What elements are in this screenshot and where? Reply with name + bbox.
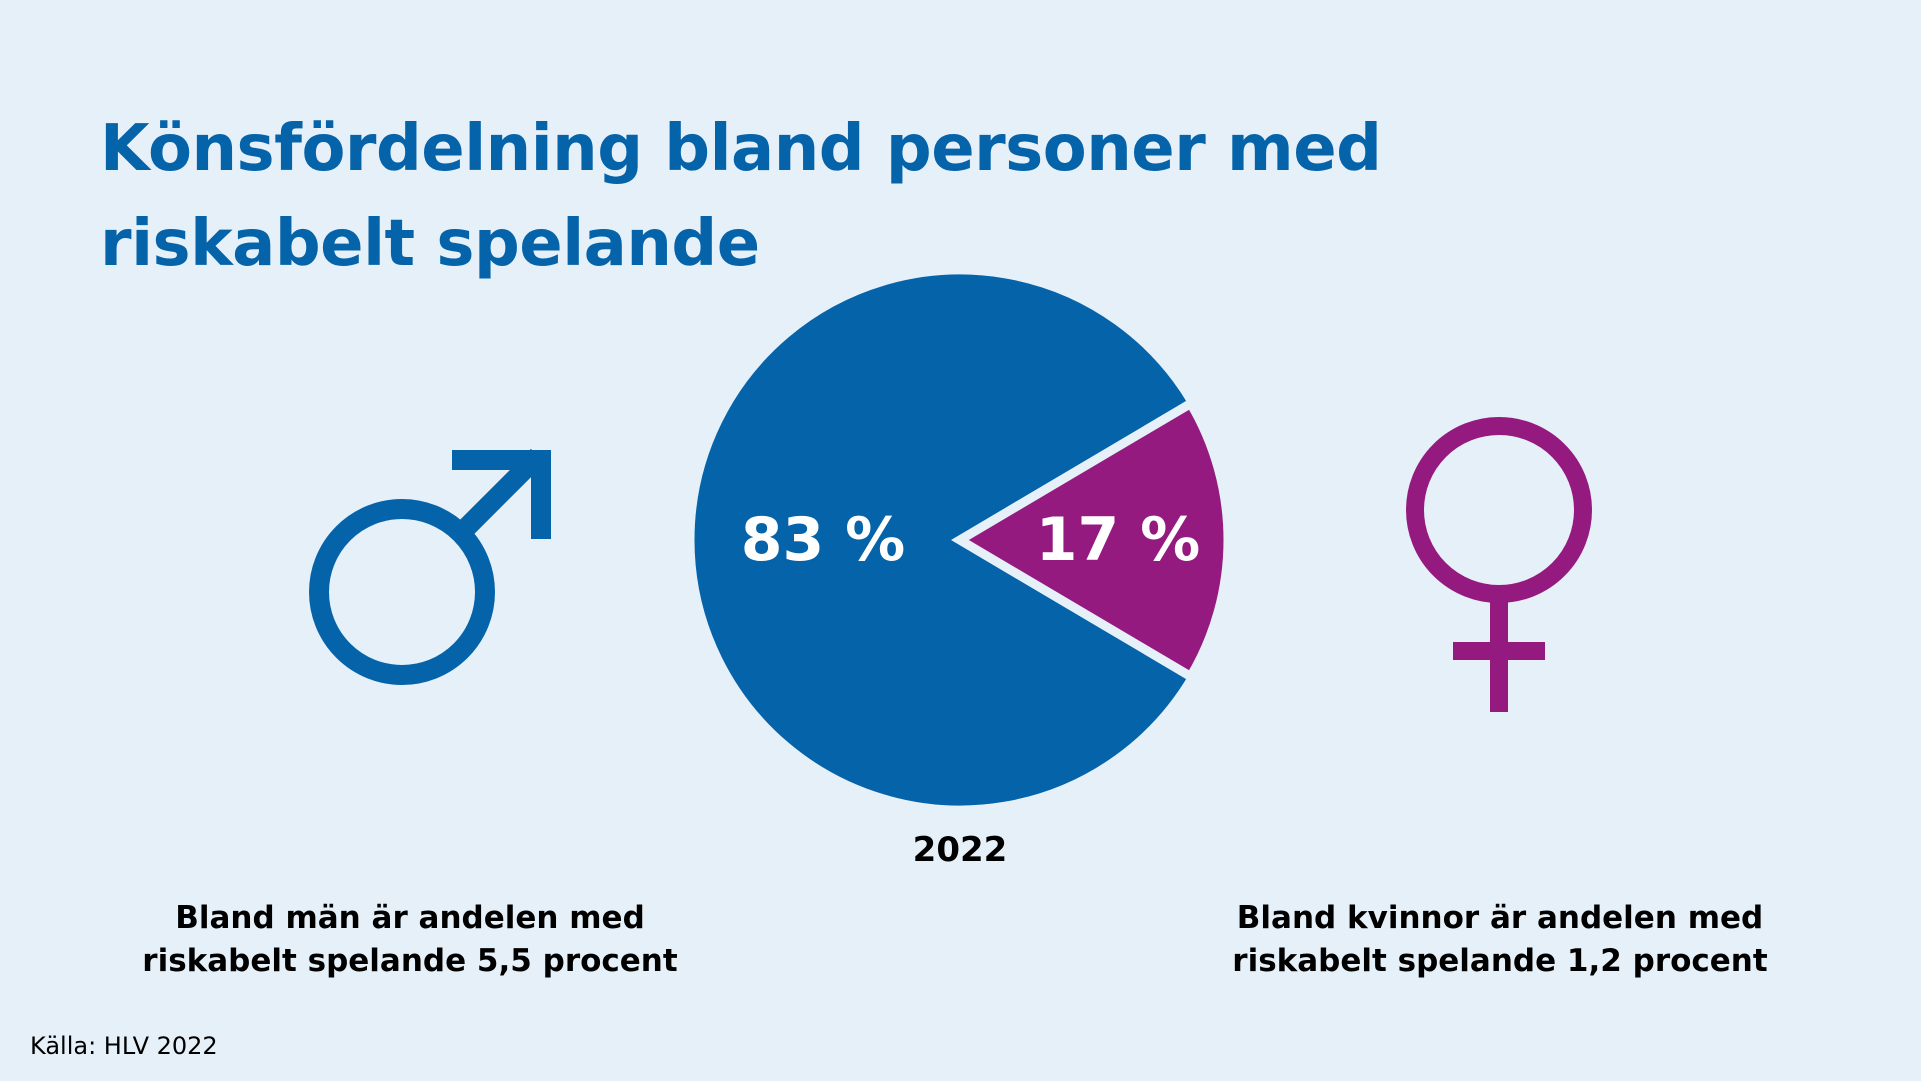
pie-slice-women <box>951 397 1233 683</box>
source-note: Källa: HLV 2022 <box>30 1032 218 1060</box>
pie-slices <box>685 265 1233 815</box>
slice-label-women: 17 % <box>1036 505 1201 575</box>
men-caption: Bland män är andelen med riskabelt spela… <box>142 900 678 979</box>
male-symbol-icon <box>309 448 551 685</box>
chart-title: Könsfördelning bland personer med riskab… <box>100 112 1382 281</box>
women-caption: Bland kvinnor är andelen med riskabelt s… <box>1232 900 1768 979</box>
female-symbol-icon <box>1406 417 1592 712</box>
slice-label-men: 83 % <box>741 505 906 575</box>
pie-slice-men <box>685 265 1199 815</box>
pie-slice-labels: 83 % 17 % <box>741 505 1201 575</box>
x-axis-label: 2022 <box>912 830 1008 870</box>
